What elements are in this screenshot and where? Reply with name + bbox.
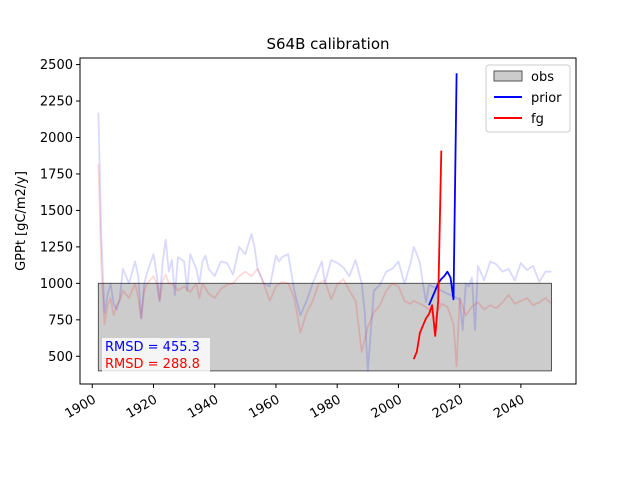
series-line-prior [428, 73, 458, 306]
x-tick-label: 1980 [308, 392, 344, 422]
y-tick-label: 750 [48, 313, 73, 328]
chart-title: S64B calibration [266, 35, 389, 53]
y-axis-label: GPPt [gC/m2/y] [14, 171, 29, 271]
legend-label-obs: obs [531, 70, 554, 85]
rmsd-fg-label: RMSD = 288.8 [105, 357, 200, 372]
rmsd-label-bg [102, 338, 210, 355]
y-tick-label: 1500 [40, 204, 73, 219]
series-line-prior-hist [97, 112, 552, 372]
y-tick-label: 2500 [40, 58, 73, 73]
y-tick-label: 1750 [40, 167, 73, 182]
legend-label-prior: prior [531, 91, 562, 106]
rmsd-prior-label: RMSD = 455.3 [105, 340, 200, 355]
series-line-fg-hist [97, 163, 553, 368]
legend: obs prior fg [485, 64, 571, 133]
x-tick-label: 1900 [63, 392, 99, 422]
rmsd-annotations: RMSD = 455.3 RMSD = 288.8 [102, 338, 210, 372]
x-tick-label: 2040 [491, 392, 527, 422]
plot-area [97, 73, 553, 372]
x-tick-label: 1940 [185, 392, 221, 422]
rmsd-label-bg [102, 355, 210, 372]
x-tick-label: 2020 [430, 392, 466, 422]
legend-box [485, 64, 571, 133]
series-line-fg [412, 150, 443, 360]
y-tick-label: 1000 [40, 277, 73, 292]
x-tick-label: 1960 [246, 392, 282, 422]
axes-frame [79, 57, 577, 385]
y-tick-label: 2250 [40, 95, 73, 110]
y-tick-label: 1250 [40, 240, 73, 255]
y-tick-label: 500 [48, 350, 73, 365]
x-tick-label: 2000 [369, 392, 405, 422]
legend-swatch-obs [493, 70, 523, 82]
y-tick-label: 2000 [40, 131, 73, 146]
x-tick-label: 1920 [124, 392, 160, 422]
legend-label-fg: fg [531, 112, 544, 127]
